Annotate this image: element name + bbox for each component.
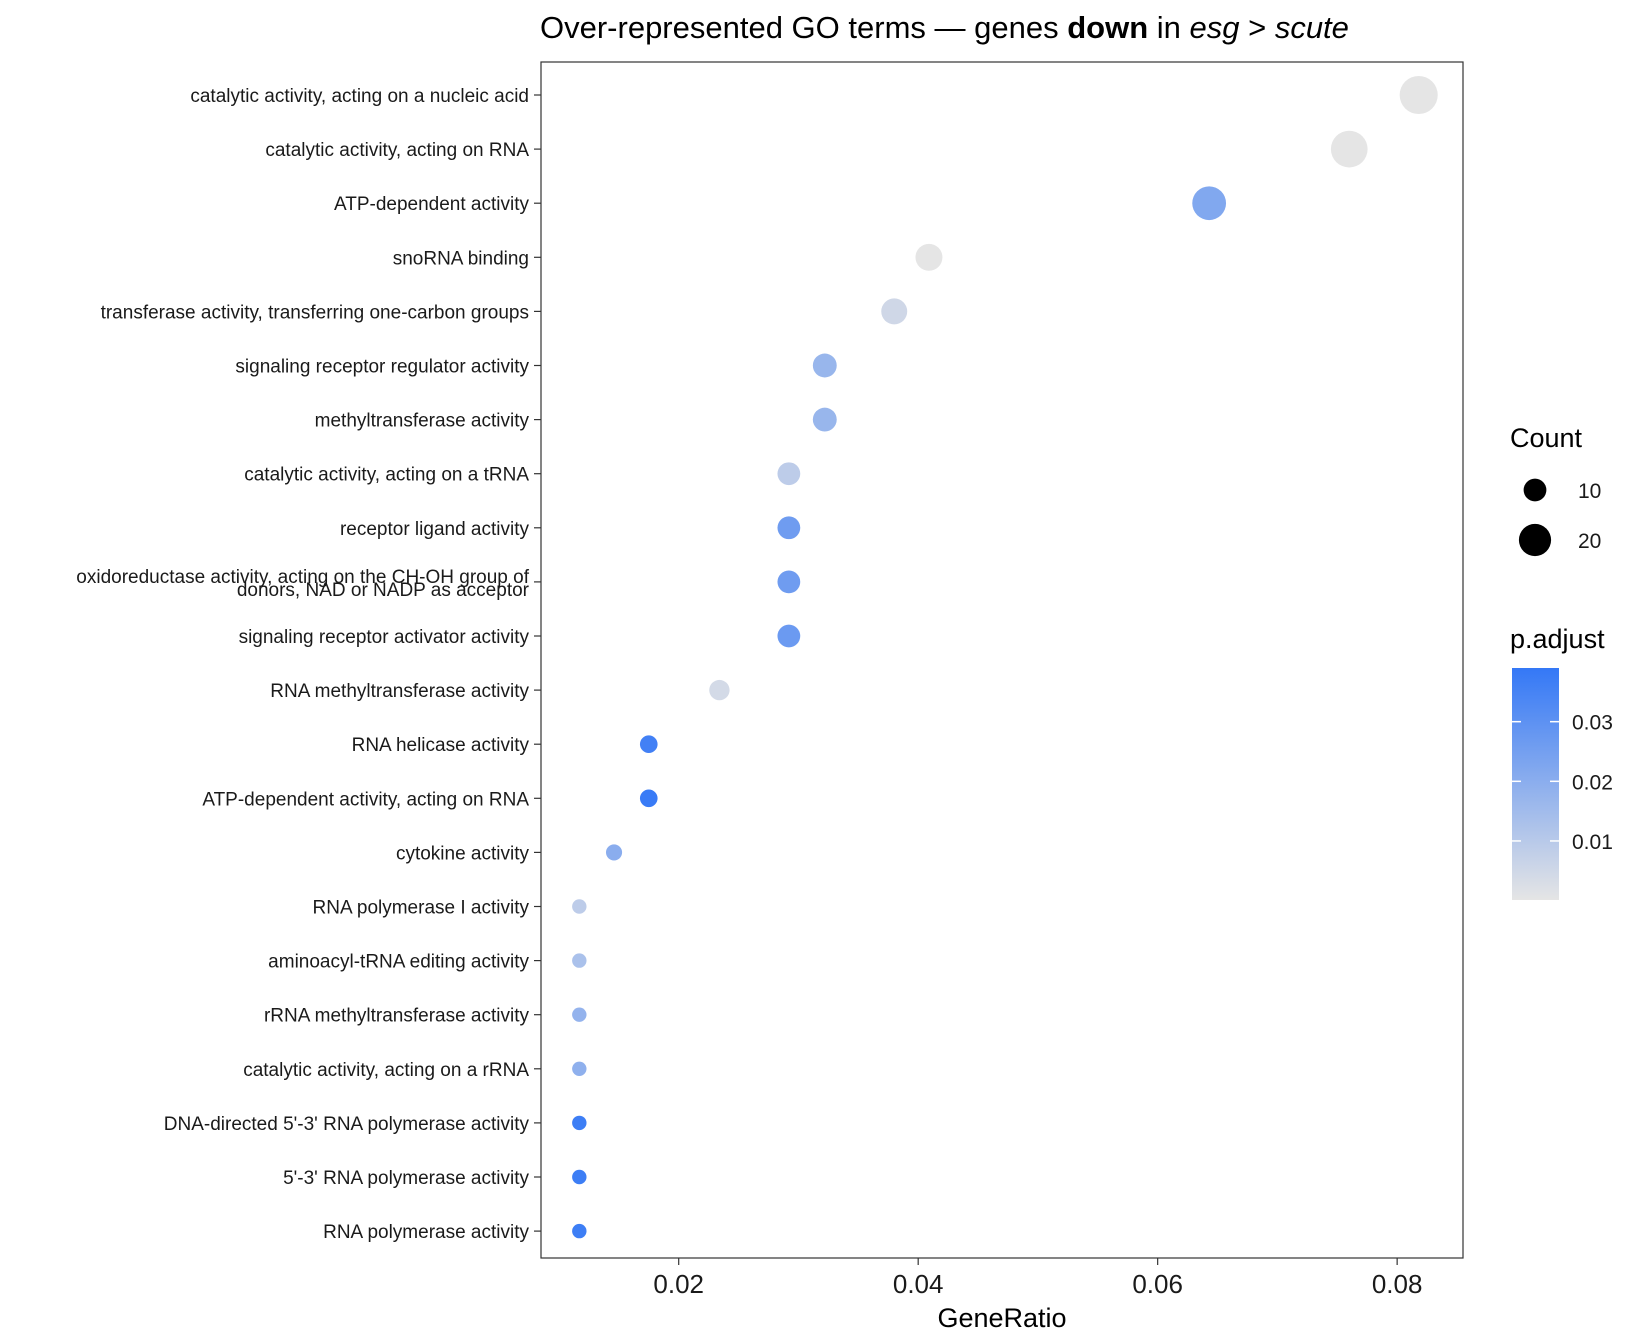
chart-title: Over-represented GO terms — genes down i… <box>540 10 1349 45</box>
x-axis-label: GeneRatio <box>937 1303 1066 1333</box>
y-tick-label: ATP-dependent activity <box>334 194 530 215</box>
plot-panel <box>540 61 1464 1259</box>
x-axis: 0.02 0.04 0.06 0.08 <box>653 1258 1422 1299</box>
count-legend-label: 10 <box>1578 480 1601 503</box>
data-point <box>572 1115 587 1131</box>
data-point <box>777 570 801 594</box>
padjust-tick-label: 0.03 <box>1572 712 1613 735</box>
data-points <box>572 75 1438 1239</box>
y-tick-label: RNA polymerase I activity <box>313 898 530 919</box>
padjust-tick-label: 0.01 <box>1572 831 1613 854</box>
data-point <box>572 953 587 968</box>
data-point <box>812 407 837 432</box>
data-point <box>777 462 801 486</box>
data-point <box>572 1169 587 1185</box>
y-tick-label: RNA methyltransferase activity <box>270 681 529 702</box>
y-tick-label: catalytic activity, acting on a tRNA <box>244 465 529 486</box>
count-legend-label: 20 <box>1578 530 1601 553</box>
y-axis: catalytic activity, acting on a nucleic … <box>76 86 541 1243</box>
y-tick-label: snoRNA binding <box>393 248 529 269</box>
y-tick-label: RNA helicase activity <box>352 735 530 756</box>
data-point <box>572 899 587 914</box>
y-tick-label: methyltransferase activity <box>315 411 530 432</box>
data-point <box>777 624 801 648</box>
padjust-colorbar <box>1512 668 1559 900</box>
padjust-tick-label: 0.02 <box>1572 771 1613 794</box>
y-tick-label: ATP-dependent activity, acting on RNA <box>202 789 529 810</box>
data-point <box>572 1223 587 1239</box>
y-tick-label: signaling receptor activator activity <box>239 627 530 648</box>
count-legend-title: Count <box>1510 423 1583 453</box>
y-tick-label: oxidoreductase activity, acting on the C… <box>76 567 529 588</box>
y-tick-label: aminoacyl-tRNA editing activity <box>268 952 529 973</box>
data-point <box>709 679 730 701</box>
data-point <box>1192 186 1227 221</box>
count-legend-key <box>1523 478 1547 502</box>
y-tick-label: DNA-directed 5'-3' RNA polymerase activi… <box>164 1114 530 1135</box>
x-tick-label: 0.06 <box>1132 1269 1183 1299</box>
count-legend: Count 10 20 <box>1510 423 1601 557</box>
padjust-legend: p.adjust 0.01 0.02 0.03 <box>1510 624 1613 900</box>
y-tick-label: signaling receptor regulator activity <box>235 357 529 378</box>
padjust-legend-title: p.adjust <box>1510 624 1605 654</box>
y-tick-label: donors, NAD or NADP as acceptor <box>237 580 530 601</box>
data-point <box>572 1061 587 1077</box>
y-tick-label: catalytic activity, acting on a rRNA <box>243 1060 529 1081</box>
y-tick-label: cytokine activity <box>396 843 530 864</box>
data-point <box>1330 130 1368 168</box>
y-tick-label: RNA polymerase activity <box>323 1222 529 1243</box>
data-point <box>777 516 801 540</box>
data-point <box>572 1007 587 1022</box>
x-tick-label: 0.08 <box>1372 1269 1423 1299</box>
data-point <box>1399 75 1438 115</box>
data-point <box>639 789 658 808</box>
y-tick-label: transferase activity, transferring one-c… <box>101 302 529 323</box>
count-legend-key <box>1518 523 1552 557</box>
y-tick-label: receptor ligand activity <box>340 519 530 540</box>
data-point <box>915 243 943 271</box>
data-point <box>881 298 908 325</box>
y-tick-label: rRNA methyltransferase activity <box>264 1006 530 1027</box>
y-tick-label: catalytic activity, acting on a nucleic … <box>190 86 529 107</box>
x-tick-label: 0.02 <box>653 1269 704 1299</box>
y-tick-label: catalytic activity, acting on RNA <box>265 140 529 161</box>
data-point <box>605 844 623 861</box>
data-point <box>812 353 837 378</box>
y-tick-label: 5'-3' RNA polymerase activity <box>283 1168 529 1189</box>
data-point <box>639 735 658 754</box>
x-tick-label: 0.04 <box>893 1269 944 1299</box>
